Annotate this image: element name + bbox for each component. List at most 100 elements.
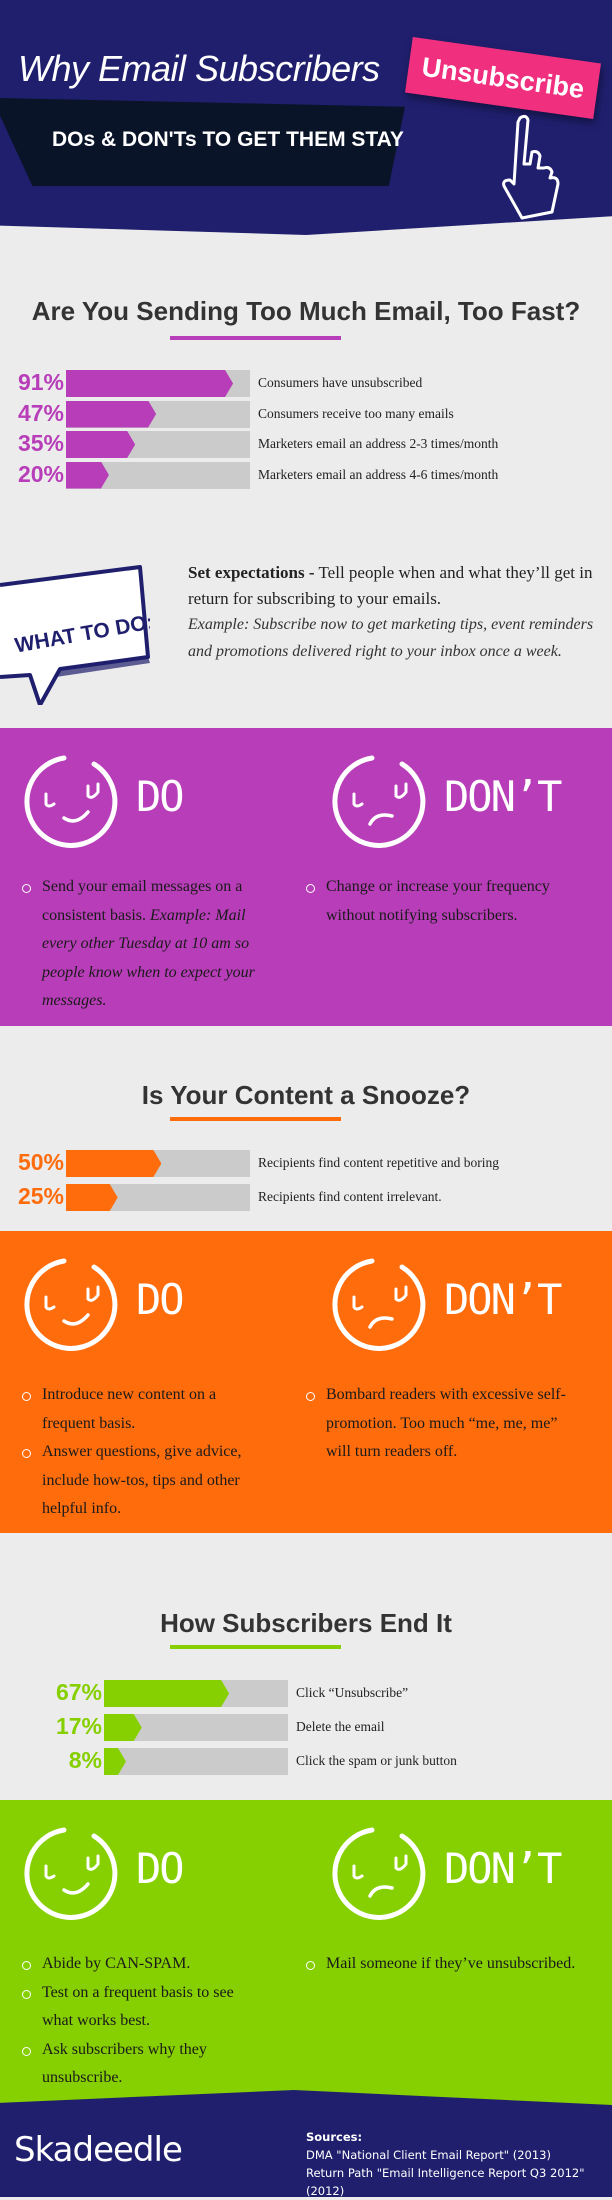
bullet-text: Mail someone if they’ve unsubscribed. (326, 1955, 576, 1972)
happy-face-icon (24, 1824, 124, 1924)
bar-track (104, 1680, 288, 1707)
bar-category-label: Consumers have unsubscribed (258, 375, 423, 390)
happy-face-icon (24, 1255, 124, 1355)
subtitle-banner (0, 98, 405, 186)
bar-category-label: Click the spam or junk button (296, 1753, 457, 1768)
bar-fill (66, 1150, 161, 1177)
bar-track (104, 1714, 288, 1741)
bar-category-label: Click “Unsubscribe” (296, 1685, 409, 1700)
do-list-item: Test on a frequent basis to see what wor… (22, 1979, 262, 2036)
bullet-text: Test on a frequent basis to see what wor… (42, 1983, 234, 2030)
do-dont-green: DO Abide by CAN-SPAM. Test on a frequent b… (0, 1800, 612, 2090)
bar-value-label: 35% (17, 430, 64, 456)
sources-title: Sources: (306, 2130, 363, 2144)
bullet-text: Bombard readers with excessive self-prom… (326, 1386, 566, 1460)
bar-value-label: 50% (17, 1149, 64, 1175)
bullet-text: Send your email messages on a consistent… (42, 878, 243, 924)
bar-value-label: 20% (17, 460, 64, 487)
do-list: Abide by CAN-SPAM. Test on a frequent bas… (22, 1950, 262, 2093)
bar-category-label: Marketers email an address 4-6 times/mon… (258, 466, 499, 482)
skadeedle-logo: Skadeedle (14, 2130, 183, 2170)
happy-face-icon (24, 752, 124, 852)
dont-label: DON’T (444, 1275, 562, 1324)
what-to-do-example: Example: Subscribe now to get marketing … (188, 616, 594, 660)
bullet-text: Ask subscribers why they unsubscribe. (42, 2040, 207, 2087)
dont-label: DON’T (444, 1844, 562, 1893)
title-underline (170, 1117, 341, 1121)
do-label: DO (136, 772, 185, 821)
bar-fill (66, 431, 135, 458)
bar-value-label: 91% (17, 369, 64, 395)
bar-category-label: Recipients find content irrelevant. (258, 1189, 442, 1204)
bullet-text: Answer questions, give advice, include h… (42, 1443, 242, 1517)
bar-category-label: Consumers receive too many emails (258, 405, 454, 421)
do-dont-orange: DO Introduce new content on a frequent ba… (0, 1231, 612, 1533)
bar-fill (66, 401, 156, 428)
sad-face-icon (332, 1255, 432, 1355)
bar-fill (66, 370, 233, 397)
bar-track (66, 1184, 250, 1211)
what-to-do-bold: Set expectations - (188, 563, 315, 582)
dont-list: Mail someone if they’ve unsubscribed. (306, 1950, 576, 1979)
bar-track (66, 1150, 250, 1177)
bar-value-label: 47% (17, 399, 64, 426)
bullet-text: Introduce new content on a frequent basi… (42, 1386, 217, 1432)
do-dont-band-orange (0, 1231, 612, 1533)
do-list: Send your email messages on a consistent… (22, 873, 262, 1016)
bar-value-label: 67% (55, 1679, 102, 1705)
bar-category-label: Marketers email an address 2-3 times/mon… (258, 436, 499, 451)
source-item: DMA "National Client Email Report" (2013… (306, 2148, 551, 2162)
bar-fill (104, 1680, 229, 1707)
do-list-item: Answer questions, give advice, include h… (22, 1438, 262, 1524)
bullet-example: Example: Mail every other Tuesday at 10 … (42, 906, 255, 1010)
what-to-do-text: Set expectations - Tell people when and … (188, 560, 598, 664)
pointer-hand-icon (502, 114, 560, 220)
do-list-item: Abide by CAN-SPAM. (22, 1950, 262, 1979)
section-title: Is Your Content a Snooze? (141, 1080, 471, 1110)
page-title: Why Email Subscribers (18, 48, 380, 89)
do-label: DO (136, 1275, 185, 1324)
bar-category-label: Recipients find content repetitive and b… (258, 1155, 500, 1170)
do-list-item: Ask subscribers why they unsubscribe. (22, 2036, 262, 2093)
bullet-text: Change or increase your frequency withou… (326, 878, 550, 924)
do-dont-band-green (0, 1800, 612, 2120)
bar-fill (104, 1748, 126, 1775)
section-title: Are You Sending Too Much Email, Too Fast… (31, 296, 581, 326)
bar-fill (66, 1184, 118, 1211)
bar-value-label: 17% (55, 1713, 102, 1739)
dont-list-item: Bombard readers with excessive self-prom… (306, 1381, 576, 1467)
sources: Sources: DMA "National Client Email Repo… (306, 2128, 612, 2200)
bar-track (66, 431, 250, 458)
bar-track (66, 400, 250, 428)
source-item: Return Path "Email Intelligence Report Q… (306, 2166, 585, 2198)
what-to-do-body: Tell people when and what they’ll get in… (188, 563, 593, 608)
bar-value-label: 25% (17, 1183, 64, 1209)
dont-list-item: Mail someone if they’ve unsubscribed. (306, 1950, 576, 1979)
bar-fill (66, 462, 109, 489)
do-list: Introduce new content on a frequent basi… (22, 1381, 262, 1524)
bar-category-label: Delete the email (296, 1719, 385, 1734)
bullet-text: Abide by CAN-SPAM. (42, 1955, 191, 1972)
bar-track (104, 1748, 288, 1775)
sad-face-icon (332, 1824, 432, 1924)
section-title: How Subscribers End It (160, 1608, 452, 1638)
bar-track (66, 461, 250, 489)
footer (0, 2090, 612, 2197)
do-list-item: Introduce new content on a frequent basi… (22, 1381, 262, 1438)
do-list-item: Send your email messages on a consistent… (22, 873, 262, 1016)
sad-face-icon (332, 752, 432, 852)
do-label: DO (136, 1844, 185, 1893)
bar-value-label: 8% (68, 1747, 102, 1773)
bar-track (66, 370, 250, 397)
bar-fill (104, 1714, 142, 1741)
dont-label: DON’T (444, 772, 562, 821)
do-dont-band-purple (0, 728, 612, 1026)
speech-bubble-icon: WHAT TO DO: (0, 565, 150, 705)
do-dont-purple: DO Send your email messages on a consiste… (0, 728, 612, 1026)
dont-list: Change or increase your frequency withou… (306, 873, 576, 930)
title-underline (170, 1645, 341, 1649)
dont-list-item: Change or increase your frequency withou… (306, 873, 576, 930)
title-underline (170, 336, 341, 340)
dont-list: Bombard readers with excessive self-prom… (306, 1381, 576, 1467)
page-subtitle: DOs & DON'Ts TO GET THEM STAY (52, 128, 404, 151)
